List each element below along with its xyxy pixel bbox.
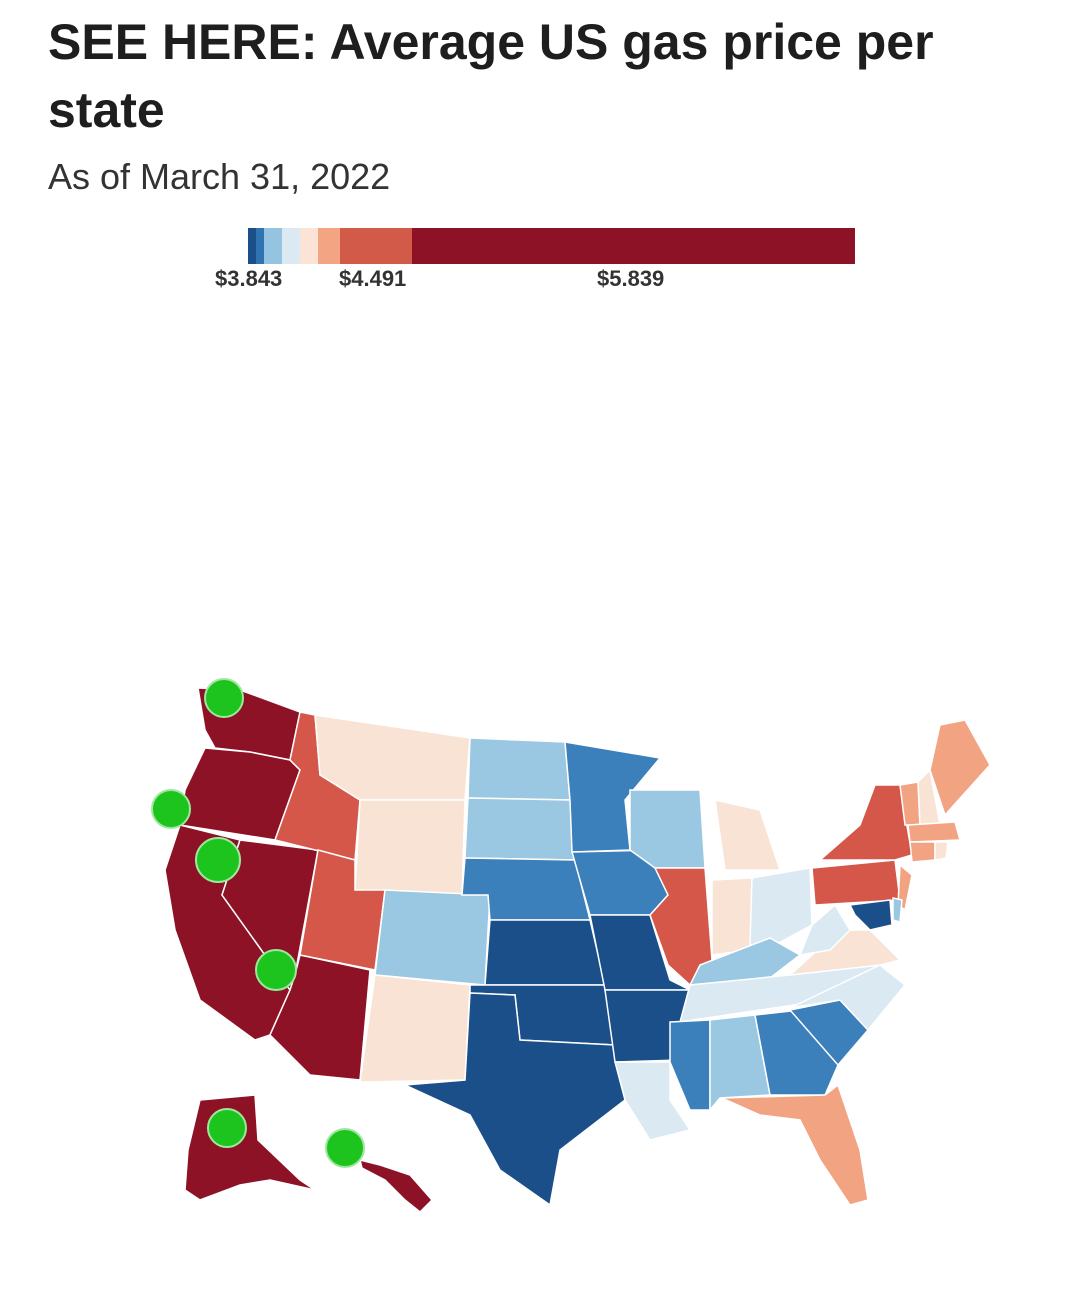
page-title: SEE HERE: Average US gas price per state [48,14,934,138]
state-massachusetts[interactable] [907,821,961,843]
state-maine[interactable] [929,719,991,817]
state-hawaii[interactable] [358,1158,434,1214]
state-colorado[interactable] [374,889,491,986]
green-dot-marker-icon[interactable] [325,1128,365,1168]
green-dot-marker-icon[interactable] [255,949,297,991]
state-pennsylvania[interactable] [811,859,901,906]
state-rhode-island[interactable] [934,841,949,861]
state-texas[interactable] [402,992,626,1207]
state-florida[interactable] [721,1083,869,1206]
green-dot-marker-icon[interactable] [151,789,191,829]
state-kentucky[interactable] [688,937,802,986]
page-subtitle: As of March 31, 2022 [48,156,391,197]
legend-segment-8 [412,228,855,264]
state-wyoming[interactable] [354,799,466,896]
legend-segment-5 [300,228,318,264]
legend-segment-4 [282,228,300,264]
state-kansas[interactable] [484,919,606,986]
state-alaska[interactable] [184,1094,316,1201]
state-montana[interactable] [314,714,471,801]
state-west-virginia[interactable] [798,903,851,956]
state-ohio[interactable] [749,867,813,946]
legend-segment-3 [264,228,282,264]
state-wisconsin[interactable] [629,789,706,869]
green-dot-marker-icon[interactable] [207,1108,247,1148]
green-dot-marker-icon[interactable] [195,837,241,883]
green-dot-marker-icon[interactable] [204,678,244,718]
state-mississippi[interactable] [669,1019,711,1111]
legend-segment-2 [256,228,264,264]
legend-segment-6 [318,228,340,264]
state-delaware[interactable] [892,897,903,923]
state-north-dakota[interactable] [467,737,571,801]
state-north-carolina[interactable] [789,964,907,1032]
state-michigan[interactable] [714,799,782,871]
state-south-dakota[interactable] [464,797,576,861]
legend-label-max: $5.839 [597,266,665,291]
state-new-mexico[interactable] [359,974,471,1083]
state-new-jersey[interactable] [897,863,913,912]
state-maryland[interactable] [848,899,893,931]
state-indiana[interactable] [711,877,753,956]
state-missouri[interactable] [589,914,691,991]
us-gas-price-map [151,678,991,1214]
legend-label-mid: $4.491 [339,266,407,291]
color-scale-legend [248,228,855,264]
state-illinois[interactable] [649,867,713,987]
legend-segment-1 [248,228,256,264]
legend-segment-7 [340,228,412,264]
state-new-york[interactable] [818,784,913,861]
state-alabama[interactable] [709,1014,771,1113]
state-connecticut[interactable] [909,841,936,863]
legend-label-min: $3.843 [215,266,283,291]
